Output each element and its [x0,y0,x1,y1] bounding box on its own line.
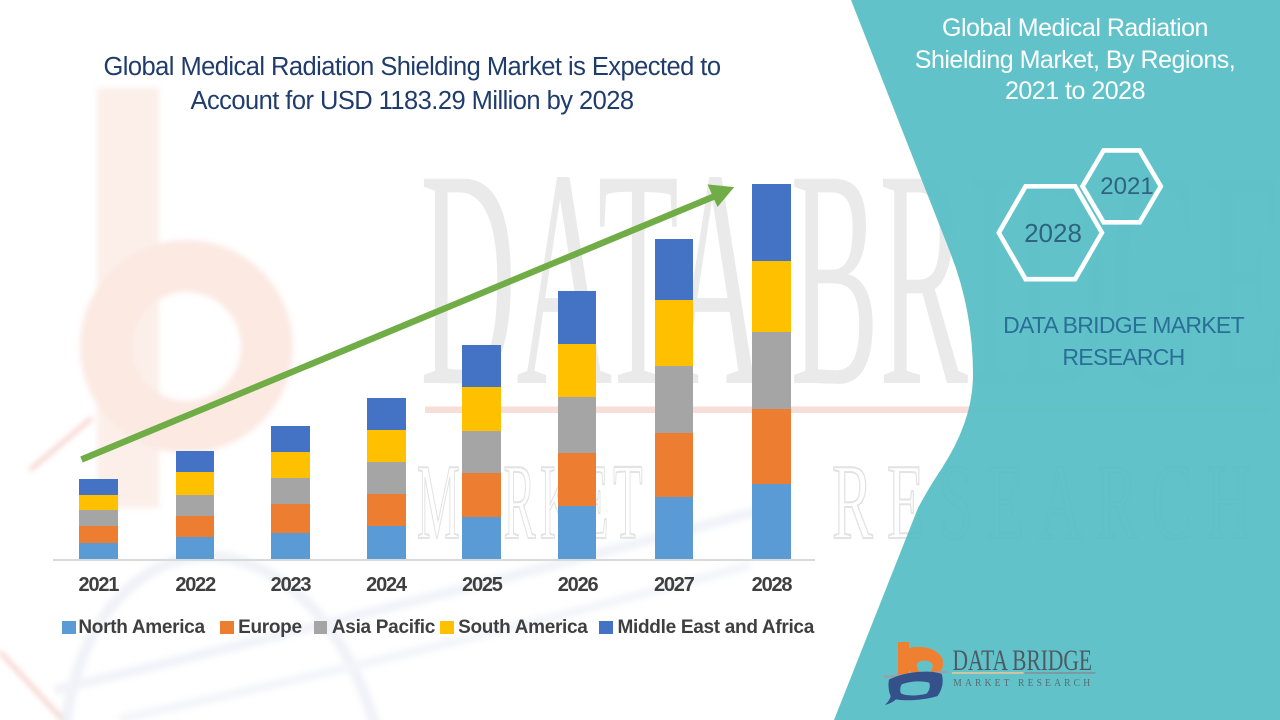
svg-text:MARKET: MARKET [417,443,647,562]
svg-text:MARKET RESEARCH: MARKET RESEARCH [953,678,1093,689]
svg-text:DATA BRIDGE: DATA BRIDGE [953,644,1093,677]
